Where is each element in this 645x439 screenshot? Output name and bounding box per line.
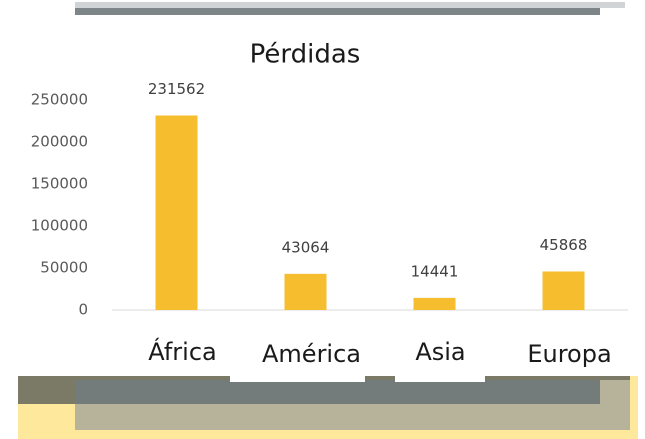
data-label: 14441 (411, 262, 459, 280)
frame-bottom-gray (75, 380, 600, 404)
chart-panel (0, 18, 632, 376)
y-tick-label: 150000 (31, 175, 88, 193)
data-label: 45868 (540, 236, 588, 254)
x-tick-label: Asia (415, 338, 465, 366)
data-label: 231562 (148, 80, 205, 98)
x-tick-label: América (262, 340, 361, 368)
y-tick-label: 200000 (31, 133, 88, 151)
bar (284, 273, 327, 310)
label-box (395, 370, 485, 382)
frame-top-light (75, 2, 625, 8)
frame-top-dark (75, 8, 600, 15)
chart-title: Pérdidas (250, 40, 361, 70)
bar (413, 297, 456, 310)
x-tick-label: África (148, 337, 216, 366)
label-box (230, 370, 365, 382)
bar (542, 271, 585, 310)
y-tick-label: 50000 (40, 259, 88, 277)
y-tick-label: 0 (78, 301, 88, 319)
data-label: 43064 (282, 238, 330, 256)
y-tick-label: 100000 (31, 217, 88, 235)
bar (155, 115, 198, 311)
y-tick-label: 250000 (31, 91, 88, 109)
x-tick-label: Europa (527, 340, 611, 368)
